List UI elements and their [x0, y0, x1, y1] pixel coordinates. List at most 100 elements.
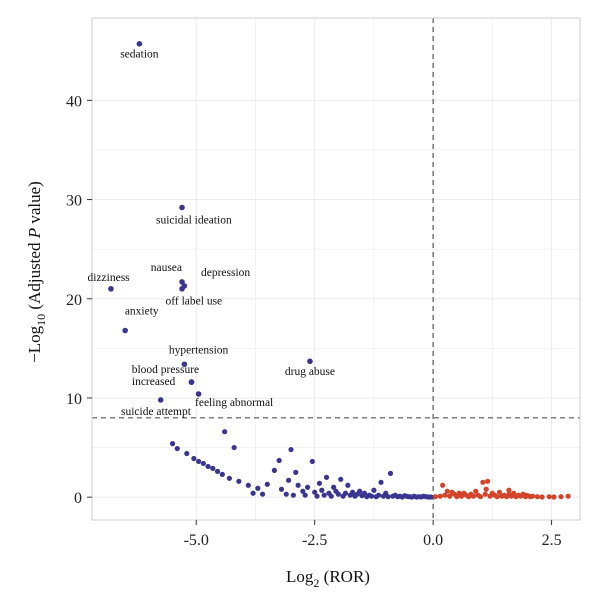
negative-points-series — [169, 429, 434, 500]
scatter-point-negative — [314, 493, 320, 499]
scatter-point-negative — [321, 492, 327, 498]
scatter-point-negative — [236, 478, 242, 484]
scatter-point-positive — [506, 487, 512, 493]
positive-points-series — [432, 478, 571, 500]
scatter-point-positive — [444, 488, 450, 494]
labeled-point-marker — [122, 327, 128, 334]
scatter-point-positive — [461, 490, 467, 496]
scatter-point-negative — [200, 460, 206, 467]
scatter-point-positive — [437, 493, 443, 499]
scatter-point-negative — [304, 484, 311, 490]
labeled-point-marker — [181, 361, 188, 368]
scatter-point-positive — [534, 494, 540, 500]
scatter-point-negative — [196, 458, 202, 465]
scatter-point-negative — [214, 468, 221, 474]
labeled-point-marker — [108, 286, 114, 292]
scatter-point-negative — [385, 494, 391, 500]
scatter-point-negative — [335, 491, 341, 497]
x-axis-title-sub: 2 — [313, 576, 319, 590]
scatter-point-positive — [447, 493, 453, 499]
scatter-point-positive — [551, 494, 557, 500]
scatter-point-negative — [345, 482, 351, 488]
y-axis-title-rest2: value) — [25, 181, 44, 228]
scatter-point-negative — [226, 475, 232, 481]
scatter-point-negative — [371, 487, 377, 493]
scatter-point-negative — [288, 446, 294, 453]
scatter-point-positive — [485, 478, 491, 484]
scatter-point-negative — [271, 467, 278, 473]
scatter-point-positive — [522, 492, 529, 498]
scatter-point-negative — [222, 429, 228, 435]
y-axis-title: −Log10 (Adjusted P value) — [25, 181, 48, 363]
scatter-point-positive — [496, 489, 503, 495]
scatter-point-negative — [323, 474, 330, 480]
scatter-point-negative — [250, 490, 256, 496]
y-tick-label: 30 — [66, 193, 82, 210]
scatter-point-negative — [210, 465, 216, 472]
scatter-point-negative — [347, 492, 353, 498]
plot-panel-border — [91, 17, 581, 521]
scatter-point-negative — [364, 494, 370, 500]
scatter-point-negative — [428, 494, 434, 500]
scatter-point-negative — [205, 463, 211, 470]
scatter-point-positive — [477, 494, 484, 500]
scatter-point-negative — [359, 493, 365, 499]
scatter-point-negative — [423, 494, 429, 500]
labeled-point-marker — [188, 379, 195, 385]
scatter-point-negative — [295, 482, 301, 488]
y-tick-label: 20 — [66, 292, 82, 309]
x-tick-label: -2.5 — [302, 532, 327, 549]
y-axis-title-prefix: −Log — [25, 325, 44, 362]
point-label: off label use — [166, 296, 223, 308]
scatter-point-negative — [259, 491, 266, 497]
x-tick-label: 2.5 — [542, 532, 562, 549]
scatter-point-negative — [283, 491, 289, 497]
scatter-point-negative — [418, 494, 424, 500]
scatter-point-negative — [338, 476, 344, 482]
scatter-point-positive — [539, 494, 545, 500]
point-label: hypertension — [169, 344, 229, 356]
scatter-point-positive — [494, 494, 500, 500]
scatter-point-negative — [278, 486, 285, 492]
scatter-point-negative — [316, 480, 323, 486]
axis-ticks: -5.0 -2.5 0.0 2.5 0 10 20 30 40 — [66, 93, 562, 549]
point-label: sedation — [120, 49, 159, 61]
scatter-point-negative — [191, 455, 197, 462]
labeled-point-marker — [136, 40, 143, 47]
scatter-point-negative — [231, 444, 237, 451]
scatter-point-negative — [169, 441, 176, 447]
x-axis-title: Log2 (ROR) — [286, 567, 370, 590]
point-label: suicide attempt — [121, 406, 192, 418]
scatter-point-negative — [245, 482, 251, 488]
scatter-point-negative — [394, 494, 401, 500]
labeled-point-marker — [179, 286, 185, 292]
point-label: drug abuse — [285, 366, 335, 378]
scatter-point-negative — [174, 445, 180, 452]
scatter-point-negative — [399, 494, 405, 500]
scatter-point-negative — [331, 484, 337, 490]
y-tick-label: 0 — [74, 490, 82, 507]
scatter-point-negative — [380, 493, 386, 499]
scatter-point-negative — [184, 450, 190, 457]
point-label: increased — [132, 376, 176, 388]
scatter-point-positive — [480, 479, 486, 485]
point-label: blood pressure — [132, 364, 199, 376]
scatter-point-negative — [352, 493, 358, 499]
scatter-point-negative — [413, 494, 420, 500]
y-axis-title-rest1: (Adjusted — [25, 238, 44, 314]
scatter-point-positive — [546, 494, 552, 500]
scatter-point-positive — [530, 493, 536, 499]
scatter-point-positive — [449, 489, 455, 495]
point-label: depression — [201, 267, 250, 279]
y-tick-label: 40 — [66, 93, 82, 110]
point-label: feeling abnormal — [195, 397, 273, 409]
x-axis-title-rest: (ROR) — [319, 567, 370, 586]
y-axis-title-italic: P — [25, 228, 44, 239]
scatter-point-negative — [409, 494, 415, 500]
scatter-point-negative — [328, 493, 334, 499]
scatter-point-negative — [293, 469, 299, 475]
x-axis-title-main: Log — [286, 567, 314, 586]
reference-lines — [92, 18, 580, 520]
